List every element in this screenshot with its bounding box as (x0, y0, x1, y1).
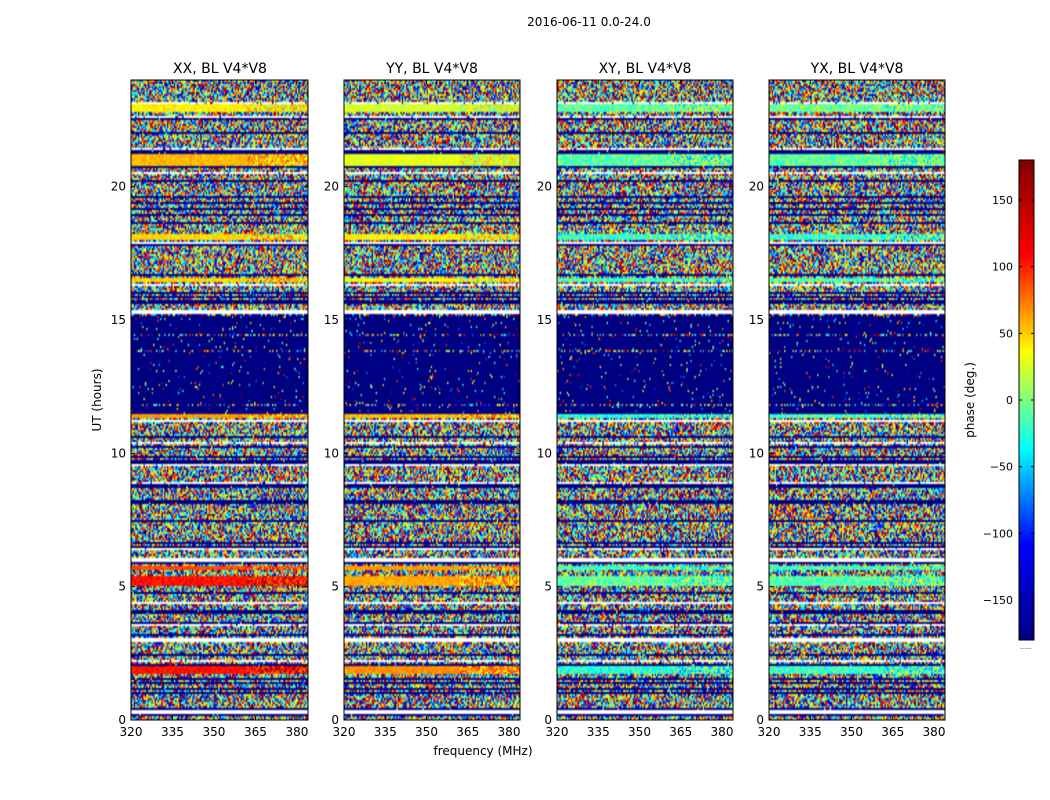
y-tick-label: 0 (331, 713, 339, 727)
y-axis: 0 5 10 15 20 (111, 180, 308, 727)
colorbar-tick-label: 0 (1006, 394, 1013, 407)
colorbar-tick-label: 150 (992, 194, 1013, 207)
y-tick-label: 15 (324, 313, 339, 327)
y-tick-label: 0 (756, 713, 764, 727)
x-axis: 320 335 350 365 380 (758, 80, 946, 739)
y-tick-label: 0 (118, 713, 126, 727)
x-axis: 320 335 350 365 380 (546, 80, 734, 739)
y-tick-label: 5 (544, 580, 552, 594)
x-tick-label: 365 (669, 725, 692, 739)
panel-title: YY, BL V4*V8 (385, 61, 478, 77)
phase-heatmap (131, 80, 308, 720)
x-axis: 320 335 350 365 380 (333, 80, 521, 739)
colorbar-tick-label: 100 (992, 261, 1013, 274)
y-tick-label: 20 (324, 180, 339, 194)
panel-title: YX, BL V4*V8 (810, 61, 904, 77)
phase-heatmap (769, 80, 945, 720)
y-tick-label: 15 (111, 313, 126, 327)
panel-title: XX, BL V4*V8 (173, 61, 267, 77)
panel-yy: YY, BL V4*V8 320 335 350 365 380 0 5 10 15 20 (324, 61, 521, 739)
y-tick-label: 10 (111, 446, 126, 460)
colorbar-tick-label: −100 (983, 527, 1013, 540)
x-tick-label: 350 (415, 725, 438, 739)
y-tick-label: 20 (749, 180, 764, 194)
panel-xy: XY, BL V4*V8 320 335 350 365 380 0 5 10 15 20 (537, 61, 734, 739)
x-tick-label: 365 (881, 725, 904, 739)
x-tick-label: 335 (799, 725, 822, 739)
axes-frame (768, 79, 946, 721)
y-tick-label: 20 (537, 180, 552, 194)
colorbar-tick-label: −50 (990, 461, 1013, 474)
axes-frame (130, 79, 309, 721)
colorbar-ticks: 150 100 50 0 −50 −100 −150 (983, 194, 1034, 607)
colorbar: 150 100 50 0 −50 −100 −150 phase (deg.) ...... (963, 159, 1035, 651)
x-tick-label: 335 (161, 725, 184, 739)
y-tick-label: 5 (118, 580, 126, 594)
colorbar-tick-label: −150 (983, 594, 1013, 607)
y-tick-label: 10 (537, 446, 552, 460)
colorbar-footnote: ...... (1020, 644, 1032, 651)
y-axis: 0 5 10 15 20 (537, 180, 733, 727)
x-tick-label: 380 (498, 725, 521, 739)
x-tick-label: 380 (285, 725, 308, 739)
y-axis: 0 5 10 15 20 (749, 180, 945, 727)
y-tick-label: 0 (544, 713, 552, 727)
y-axis-label: UT (hours) (90, 368, 104, 431)
x-tick-label: 335 (374, 725, 397, 739)
x-tick-label: 320 (120, 725, 143, 739)
x-tick-label: 350 (628, 725, 651, 739)
x-tick-label: 365 (244, 725, 267, 739)
x-tick-label: 365 (456, 725, 479, 739)
colorbar-tick-label: 50 (999, 327, 1013, 340)
phase-heatmap (557, 80, 733, 720)
panel-xx: XX, BL V4*V8 320 335 350 365 380 0 5 10 15 20 (111, 61, 309, 739)
y-tick-label: 15 (749, 313, 764, 327)
y-tick-label: 20 (111, 180, 126, 194)
x-tick-label: 320 (333, 725, 356, 739)
x-tick-label: 335 (587, 725, 610, 739)
panel-yx: YX, BL V4*V8 320 335 350 365 380 0 5 10 15 20 (749, 61, 946, 739)
y-tick-label: 5 (756, 580, 764, 594)
figure-suptitle: 2016-06-11 0.0-24.0 (527, 15, 651, 29)
axes-frame (343, 79, 521, 721)
y-axis: 0 5 10 15 20 (324, 180, 520, 727)
phase-heatmap (344, 80, 520, 720)
y-tick-label: 10 (749, 446, 764, 460)
x-tick-label: 350 (840, 725, 863, 739)
x-axis-label: frequency (MHz) (433, 744, 532, 758)
x-tick-label: 380 (711, 725, 734, 739)
y-tick-label: 15 (537, 313, 552, 327)
colorbar-label: phase (deg.) (963, 362, 977, 438)
x-axis: 320 335 350 365 380 (120, 80, 308, 739)
panel-title: XY, BL V4*V8 (599, 61, 692, 77)
y-tick-label: 10 (324, 446, 339, 460)
y-tick-label: 5 (331, 580, 339, 594)
x-tick-label: 320 (546, 725, 569, 739)
x-tick-label: 350 (203, 725, 226, 739)
x-tick-label: 320 (758, 725, 781, 739)
x-tick-label: 380 (923, 725, 946, 739)
axes-frame (556, 79, 734, 721)
